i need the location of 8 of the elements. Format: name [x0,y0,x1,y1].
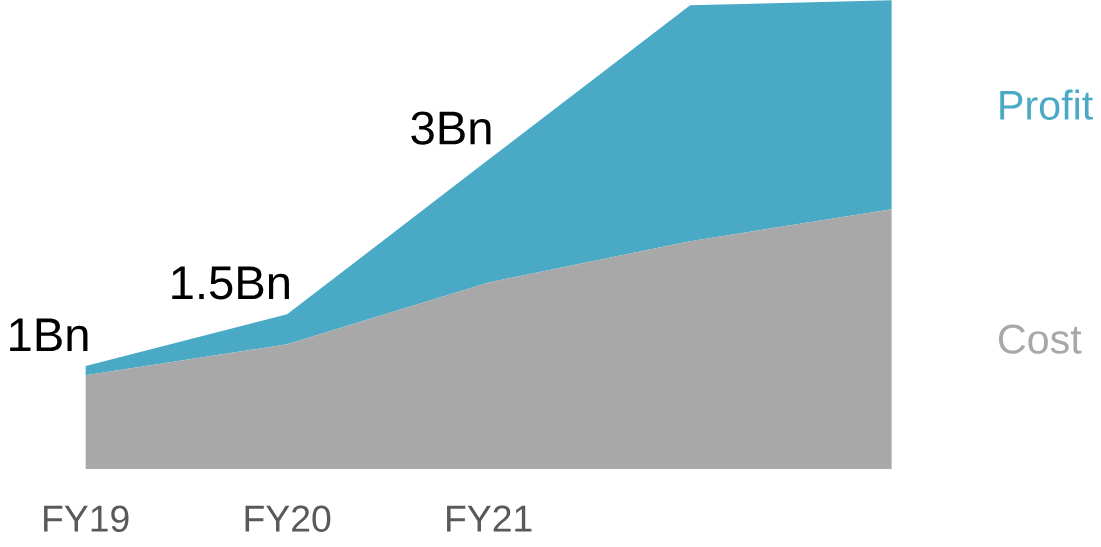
text: Cost [998,324,1082,354]
text: Profit [1000,89,1093,121]
x-tick-label: FY20 [245,505,331,533]
annotation: 1Bn [10,318,88,352]
annotation: 1.5Bn [172,266,289,300]
x-tick-label: FY21 [447,505,532,532]
x-tick-label: FY19 [44,505,129,533]
annotation: 3Bn [411,111,491,145]
